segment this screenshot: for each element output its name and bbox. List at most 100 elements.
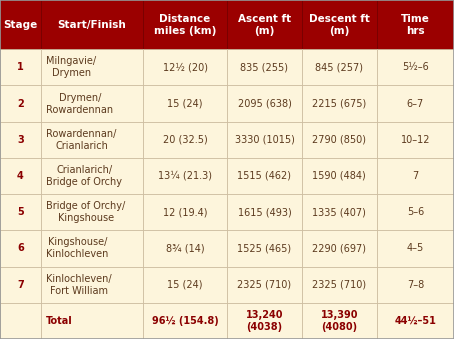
Bar (302, 49, 377, 85)
Bar (41, 194, 143, 230)
Bar (143, 158, 227, 194)
Bar (377, 85, 454, 122)
Bar (227, 0, 302, 49)
Bar (0, 266, 41, 303)
Bar (143, 122, 227, 158)
Text: 2325 (710): 2325 (710) (237, 280, 291, 290)
Text: 7: 7 (17, 280, 24, 290)
Bar (41, 230, 143, 266)
Bar (377, 303, 454, 339)
Bar (227, 266, 302, 303)
Text: Total: Total (46, 316, 73, 326)
Text: Milngavie/
Drymen: Milngavie/ Drymen (46, 56, 96, 78)
Bar (41, 158, 143, 194)
Bar (143, 194, 227, 230)
Text: 4: 4 (17, 171, 24, 181)
Bar (0, 158, 41, 194)
Text: 845 (257): 845 (257) (316, 62, 363, 72)
Text: Kinlochleven/
Fort William: Kinlochleven/ Fort William (46, 274, 112, 296)
Bar (377, 230, 454, 266)
Text: 96½ (154.8): 96½ (154.8) (152, 316, 218, 326)
Bar (41, 49, 143, 85)
Text: 10–12: 10–12 (401, 135, 430, 145)
Bar (143, 266, 227, 303)
Text: 1515 (462): 1515 (462) (237, 171, 291, 181)
Text: 5: 5 (17, 207, 24, 217)
Bar (227, 194, 302, 230)
Text: 3330 (1015): 3330 (1015) (235, 135, 294, 145)
Bar (302, 266, 377, 303)
Text: 44½–51: 44½–51 (395, 316, 436, 326)
Text: 2095 (638): 2095 (638) (237, 99, 291, 108)
Bar (0, 0, 41, 49)
Text: 835 (255): 835 (255) (241, 62, 288, 72)
Text: 13,240
(4038): 13,240 (4038) (246, 310, 283, 332)
Text: 1615 (493): 1615 (493) (237, 207, 291, 217)
Text: 15 (24): 15 (24) (167, 99, 203, 108)
Text: 2325 (710): 2325 (710) (312, 280, 366, 290)
Text: Distance
miles (km): Distance miles (km) (154, 14, 216, 36)
Text: Ascent ft
(m): Ascent ft (m) (238, 14, 291, 36)
Text: Start/Finish: Start/Finish (58, 20, 126, 29)
Bar (302, 158, 377, 194)
Bar (143, 49, 227, 85)
Bar (227, 122, 302, 158)
Text: Drymen/
Rowardennan: Drymen/ Rowardennan (46, 93, 114, 115)
Bar (143, 0, 227, 49)
Bar (0, 49, 41, 85)
Bar (227, 303, 302, 339)
Bar (377, 122, 454, 158)
Bar (302, 194, 377, 230)
Bar (0, 303, 41, 339)
Text: Stage: Stage (3, 20, 38, 29)
Text: 12½ (20): 12½ (20) (163, 62, 207, 72)
Bar (41, 0, 143, 49)
Text: 2290 (697): 2290 (697) (312, 243, 366, 254)
Bar (377, 266, 454, 303)
Bar (302, 85, 377, 122)
Text: 12 (19.4): 12 (19.4) (163, 207, 207, 217)
Text: 3: 3 (17, 135, 24, 145)
Bar (0, 122, 41, 158)
Text: Bridge of Orchy/
Kingshouse: Bridge of Orchy/ Kingshouse (46, 201, 126, 223)
Bar (227, 230, 302, 266)
Text: Kingshouse/
Kinlochleven: Kingshouse/ Kinlochleven (46, 237, 109, 259)
Bar (302, 230, 377, 266)
Text: 8¾ (14): 8¾ (14) (166, 243, 204, 254)
Bar (302, 0, 377, 49)
Text: 1: 1 (17, 62, 24, 72)
Bar (0, 85, 41, 122)
Text: 7: 7 (412, 171, 419, 181)
Bar (143, 303, 227, 339)
Text: 2: 2 (17, 99, 24, 108)
Bar (0, 230, 41, 266)
Text: 5–6: 5–6 (407, 207, 424, 217)
Bar (377, 158, 454, 194)
Text: 2790 (850): 2790 (850) (312, 135, 366, 145)
Text: 6–7: 6–7 (407, 99, 424, 108)
Text: Crianlarich/
Bridge of Orchy: Crianlarich/ Bridge of Orchy (46, 165, 122, 187)
Bar (41, 122, 143, 158)
Text: 2215 (675): 2215 (675) (312, 99, 366, 108)
Text: 1335 (407): 1335 (407) (312, 207, 366, 217)
Text: 13,390
(4080): 13,390 (4080) (321, 310, 358, 332)
Bar (41, 303, 143, 339)
Bar (227, 85, 302, 122)
Text: 1525 (465): 1525 (465) (237, 243, 291, 254)
Bar (143, 230, 227, 266)
Text: Time
hrs: Time hrs (401, 14, 430, 36)
Text: Descent ft
(m): Descent ft (m) (309, 14, 370, 36)
Text: 15 (24): 15 (24) (167, 280, 203, 290)
Text: Rowardennan/
Crianlarich: Rowardennan/ Crianlarich (46, 129, 117, 151)
Text: 13¼ (21.3): 13¼ (21.3) (158, 171, 212, 181)
Bar (227, 49, 302, 85)
Bar (143, 85, 227, 122)
Text: 20 (32.5): 20 (32.5) (163, 135, 207, 145)
Text: 7–8: 7–8 (407, 280, 424, 290)
Bar (41, 85, 143, 122)
Text: 4–5: 4–5 (407, 243, 424, 254)
Bar (302, 122, 377, 158)
Bar (0, 194, 41, 230)
Bar (377, 49, 454, 85)
Text: 5½–6: 5½–6 (402, 62, 429, 72)
